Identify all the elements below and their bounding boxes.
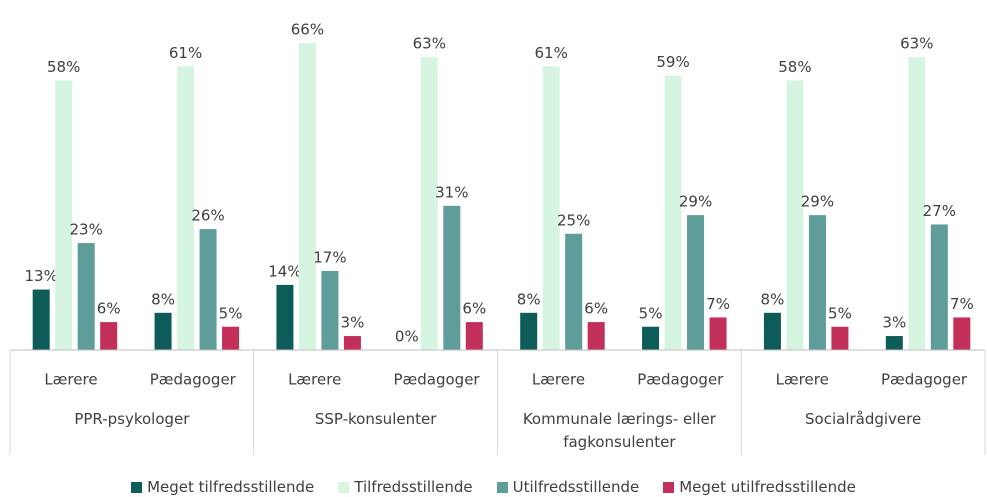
legend: Meget tilfredsstillende Tilfredsstillende…	[0, 478, 987, 496]
data-label: 7%	[706, 295, 730, 313]
bar	[709, 317, 727, 350]
bar	[443, 205, 461, 350]
data-label: 8%	[761, 290, 785, 308]
data-label: 29%	[801, 193, 834, 211]
bar	[587, 322, 605, 350]
bar	[77, 243, 95, 350]
data-label: 31%	[435, 183, 468, 201]
data-label: 25%	[557, 211, 590, 229]
bar	[930, 224, 948, 350]
bar	[32, 289, 50, 350]
data-label: 8%	[151, 290, 175, 308]
bar	[565, 233, 583, 350]
data-label: 5%	[639, 304, 663, 322]
data-label: 61%	[535, 44, 568, 62]
bar	[885, 336, 903, 350]
bar	[542, 66, 560, 350]
group-label: Kommunale lærings- eller fagkonsulenter	[522, 410, 716, 451]
data-label: 6%	[97, 300, 121, 318]
bar	[199, 229, 217, 350]
x-tick-label: Lærere	[776, 371, 829, 389]
group-label: Socialrådgivere	[805, 410, 922, 428]
data-label: 6%	[584, 300, 608, 318]
bar	[465, 322, 483, 350]
data-label: 3%	[882, 314, 906, 332]
legend-label: Tilfredsstillende	[354, 478, 473, 496]
x-tick-label: Pædagoger	[637, 371, 724, 389]
bar	[100, 322, 118, 350]
data-label: 29%	[679, 193, 712, 211]
data-label: 7%	[950, 295, 974, 313]
bar	[763, 312, 781, 350]
bar	[808, 215, 826, 350]
bar	[321, 270, 339, 350]
data-label: 61%	[169, 44, 202, 62]
x-tick-label: Pædagoger	[394, 371, 481, 389]
data-label: 8%	[517, 290, 541, 308]
bar	[908, 57, 926, 351]
legend-label: Meget utilfredsstillende	[679, 478, 856, 496]
data-label: 6%	[462, 300, 486, 318]
bar	[642, 326, 660, 350]
bar	[786, 80, 804, 351]
bar	[420, 57, 438, 351]
data-label: 14%	[268, 262, 301, 280]
data-label: 58%	[47, 58, 80, 76]
x-tick-label: Pædagoger	[150, 371, 237, 389]
data-label: 3%	[341, 314, 365, 332]
bar	[222, 326, 240, 350]
data-label: 66%	[291, 21, 324, 39]
legend-swatch	[663, 481, 675, 493]
legend-item: Meget tilfredsstillende	[131, 478, 314, 496]
data-label: 5%	[828, 304, 852, 322]
data-label: 13%	[25, 267, 58, 285]
legend-swatch	[131, 481, 143, 493]
legend-label: Meget tilfredsstillende	[147, 478, 315, 496]
data-label: 17%	[313, 248, 346, 266]
data-label: 26%	[191, 207, 224, 225]
data-label: 27%	[923, 202, 956, 220]
data-label: 58%	[778, 58, 811, 76]
data-label: 59%	[656, 53, 689, 71]
data-label: 63%	[413, 35, 446, 53]
x-tick-label: Pædagoger	[881, 371, 968, 389]
group-label: SSP-konsulenter	[314, 410, 437, 428]
x-tick-label: Lærere	[288, 371, 341, 389]
group-label: PPR-psykologer	[74, 410, 190, 428]
bar	[831, 326, 849, 350]
bar	[55, 80, 73, 351]
bar	[343, 336, 361, 350]
bar	[953, 317, 971, 350]
legend-item: Tilfredsstillende	[338, 478, 473, 496]
bar	[664, 75, 682, 351]
x-tick-label: Lærere	[44, 371, 97, 389]
legend-item: Meget utilfredsstillende	[663, 478, 856, 496]
legend-item: Utilfredsstillende	[496, 478, 640, 496]
x-tick-label: Lærere	[532, 371, 585, 389]
bar	[687, 215, 705, 350]
legend-swatch	[496, 481, 508, 493]
bar	[276, 284, 294, 350]
data-label: 63%	[900, 35, 933, 53]
bar	[520, 312, 538, 350]
legend-swatch	[338, 481, 350, 493]
data-label: 5%	[219, 304, 243, 322]
legend-label: Utilfredsstillende	[512, 478, 640, 496]
bar	[154, 312, 172, 350]
bar	[177, 66, 195, 350]
data-label: 23%	[70, 221, 103, 239]
data-label: 0%	[395, 328, 419, 346]
bar	[298, 43, 316, 350]
